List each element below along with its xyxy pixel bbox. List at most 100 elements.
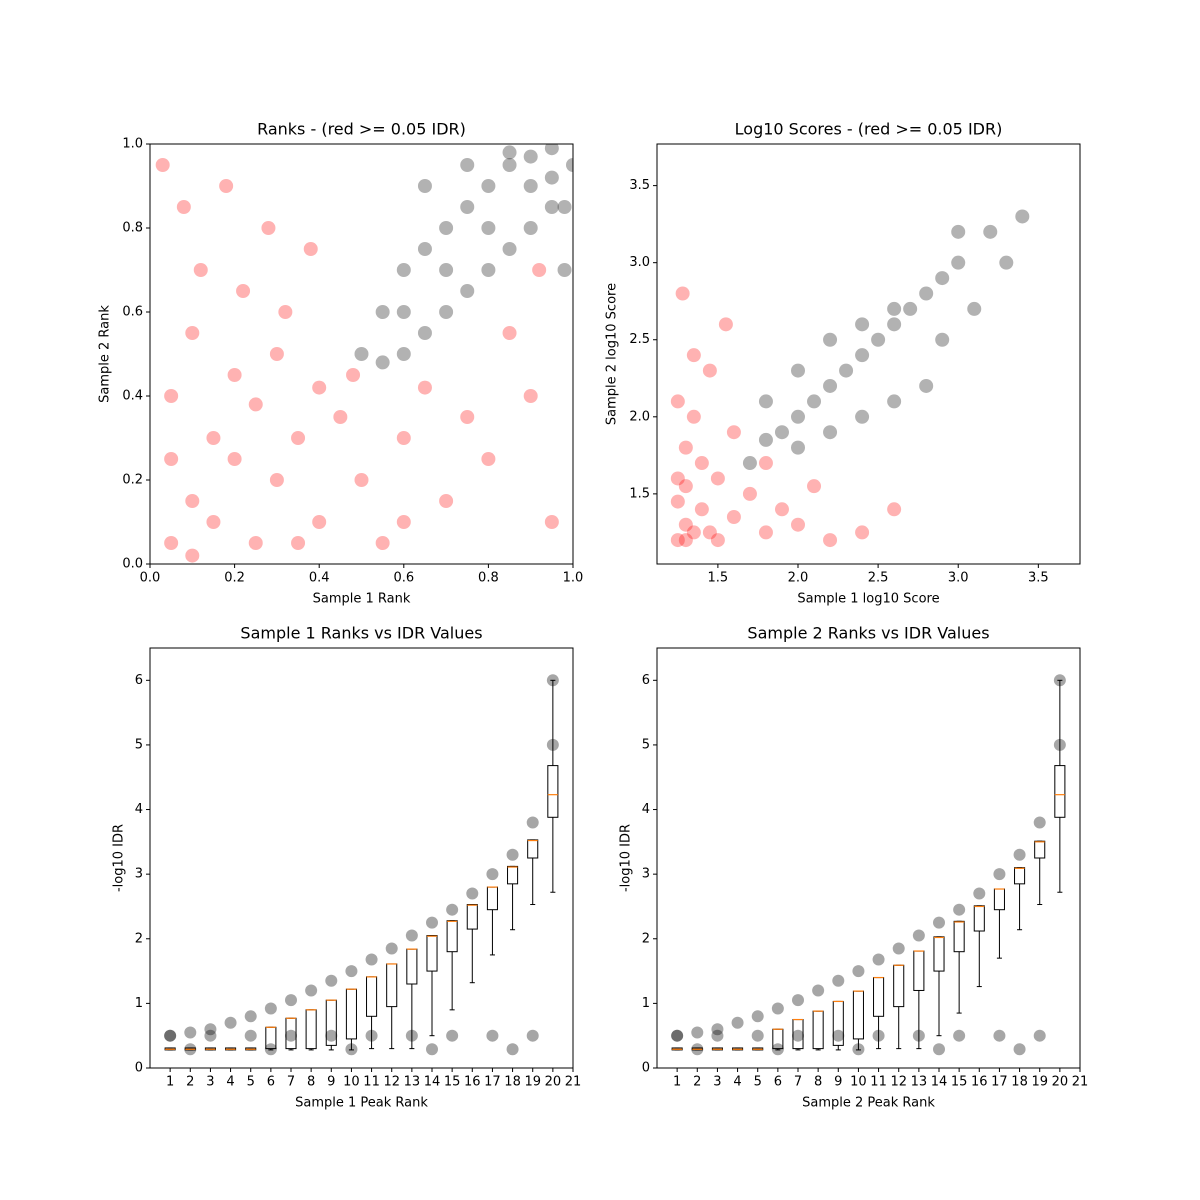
plot-area bbox=[670, 209, 1030, 548]
scatter-point bbox=[710, 471, 725, 486]
y-tick-label: 1.0 bbox=[122, 137, 143, 152]
scatter-point bbox=[278, 305, 293, 319]
scatter-point bbox=[285, 1029, 297, 1042]
scatter-point bbox=[812, 984, 825, 997]
scatter-point bbox=[417, 242, 432, 256]
scatter-point bbox=[953, 903, 966, 916]
scatter-point bbox=[678, 533, 693, 548]
scatter-point bbox=[426, 1043, 438, 1056]
scatter-point bbox=[892, 942, 905, 955]
scatter-point bbox=[686, 348, 701, 363]
x-tick-label: 14 bbox=[931, 1075, 948, 1090]
scatter-point bbox=[269, 473, 284, 487]
scatter-point bbox=[346, 368, 361, 382]
scatter-point bbox=[164, 389, 179, 403]
plot-area bbox=[671, 674, 1066, 1056]
scatter-point bbox=[792, 1029, 804, 1042]
scatter-point bbox=[185, 494, 200, 508]
x-tick-label: 3.0 bbox=[948, 571, 969, 586]
scatter-point bbox=[671, 1029, 684, 1042]
scatter-point bbox=[396, 263, 411, 277]
scatter-point bbox=[486, 1029, 499, 1042]
scatter-point bbox=[375, 536, 390, 550]
box bbox=[913, 950, 925, 991]
x-tick-label: 14 bbox=[424, 1075, 441, 1090]
x-tick-label: 12 bbox=[383, 1075, 400, 1090]
scatter-point bbox=[333, 410, 348, 424]
x-tick-label: 11 bbox=[363, 1075, 380, 1090]
scatter-point bbox=[248, 397, 263, 412]
scatter-point bbox=[219, 179, 234, 193]
scatter-point bbox=[206, 515, 221, 529]
chart-title: Log10 Scores - (red >= 0.05 IDR) bbox=[735, 120, 1003, 139]
scatter-point bbox=[236, 284, 251, 298]
axes-frame bbox=[149, 647, 574, 1069]
box bbox=[1034, 840, 1046, 859]
scatter-point bbox=[486, 868, 499, 881]
x-tick-label: 19 bbox=[1031, 1075, 1048, 1090]
x-tick-label: 8 bbox=[814, 1075, 822, 1090]
scatter-point bbox=[718, 317, 733, 332]
y-tick-label: 3.0 bbox=[629, 255, 650, 270]
scatter-point bbox=[544, 200, 559, 214]
y-tick-label: 6 bbox=[642, 673, 650, 688]
box bbox=[466, 904, 478, 930]
scatter-point bbox=[887, 394, 902, 409]
x-tick-label: 10 bbox=[343, 1075, 360, 1090]
scatter-point bbox=[227, 452, 242, 466]
scatter-point bbox=[396, 431, 411, 445]
scatter-point bbox=[670, 533, 685, 548]
scatter-point bbox=[855, 525, 870, 540]
scatter-point bbox=[325, 974, 338, 987]
box bbox=[366, 976, 378, 1017]
scatter-point bbox=[502, 145, 517, 160]
y-tick-label: 0 bbox=[135, 1061, 143, 1076]
scatter-point bbox=[678, 440, 693, 455]
scatter-point bbox=[417, 326, 432, 340]
axes-frame bbox=[656, 143, 1081, 565]
box bbox=[953, 920, 965, 953]
axes-frame bbox=[149, 143, 574, 565]
scatter-point bbox=[855, 317, 870, 332]
x-tick-label: 0.6 bbox=[393, 571, 414, 586]
scatter-point bbox=[155, 158, 170, 172]
scatter-point bbox=[204, 1023, 217, 1036]
scatter-point bbox=[365, 953, 378, 966]
scatter-point bbox=[758, 456, 773, 471]
scatter-point bbox=[933, 916, 945, 929]
scatter-point bbox=[1033, 816, 1046, 829]
scatter-point bbox=[839, 363, 854, 378]
scatter-point bbox=[791, 409, 805, 424]
x-tick-label: 4 bbox=[226, 1075, 234, 1090]
x-tick-label: 12 bbox=[890, 1075, 907, 1090]
box bbox=[386, 963, 398, 1008]
y-tick-label: 0.4 bbox=[122, 389, 143, 404]
scatter-point bbox=[481, 452, 496, 466]
scatter-point bbox=[557, 263, 572, 277]
scatter-point bbox=[375, 305, 390, 319]
scatter-point bbox=[291, 536, 306, 550]
scatter-point bbox=[164, 1029, 177, 1042]
scatter-point bbox=[1033, 1029, 1046, 1042]
subplot: 0.0 0.2 0.4 0.6 0.8 1.0 0.0 0.2 0.4 0.6 0.8 1.0 Rank… bbox=[98, 120, 584, 607]
scatter-point bbox=[691, 1026, 704, 1039]
x-tick-label: 17 bbox=[991, 1075, 1008, 1090]
scatter-point bbox=[791, 517, 805, 532]
scatter-point bbox=[694, 502, 709, 517]
y-tick-label: 2 bbox=[642, 931, 650, 946]
scatter-point bbox=[855, 409, 870, 424]
scatter-point bbox=[269, 347, 284, 361]
scatter-point bbox=[481, 221, 496, 235]
box bbox=[547, 765, 559, 818]
scatter-point bbox=[919, 286, 934, 301]
scatter-point bbox=[184, 1026, 197, 1039]
scatter-point bbox=[935, 271, 950, 286]
scatter-point bbox=[303, 242, 318, 256]
scatter-point bbox=[261, 221, 276, 235]
scatter-point bbox=[999, 255, 1014, 270]
scatter-point bbox=[887, 502, 902, 517]
scatter-point bbox=[951, 255, 966, 270]
scatter-point bbox=[466, 887, 479, 900]
x-tick-label: 1.0 bbox=[563, 571, 584, 586]
